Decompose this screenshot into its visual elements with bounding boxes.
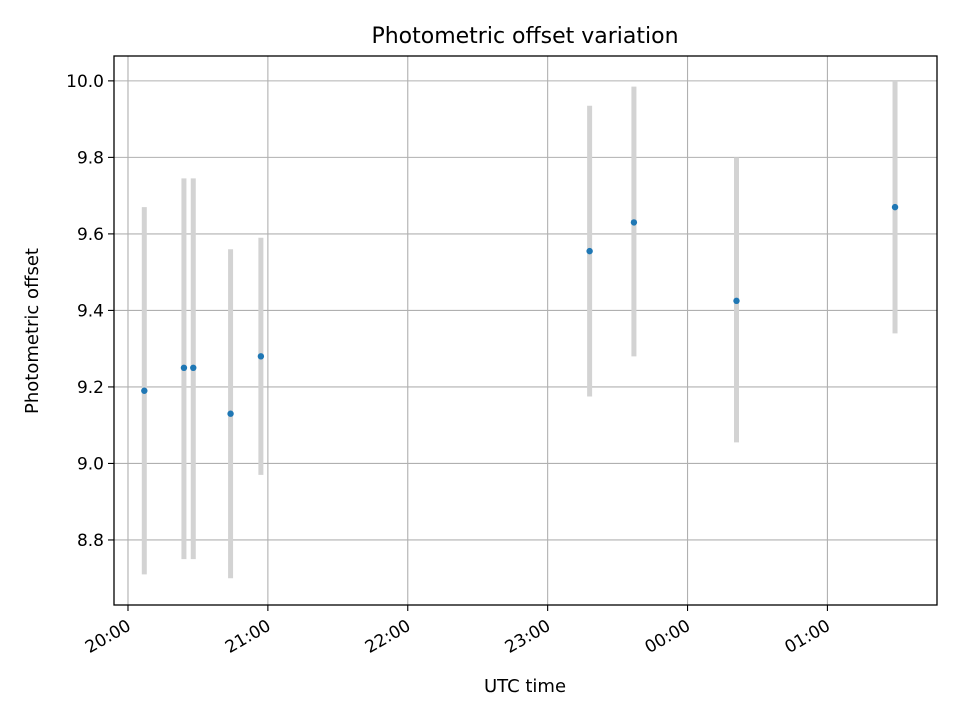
grid-lines [114, 56, 937, 605]
x-tick-label: 23:00 [502, 616, 554, 658]
x-tick-label: 00:00 [642, 616, 694, 658]
data-point [630, 219, 638, 226]
data-point [586, 247, 593, 255]
y-tick-label: 9.0 [77, 454, 104, 474]
data-point [733, 297, 740, 305]
data-point [891, 203, 899, 211]
y-tick-label: 10.0 [66, 72, 104, 92]
x-tick-label: 01:00 [781, 616, 833, 658]
plot-frame [113, 55, 938, 606]
data-point [180, 364, 188, 372]
x-axis-label: UTC time [484, 676, 566, 697]
x-tick-label: 20:00 [82, 616, 134, 658]
y-tick-label: 9.4 [77, 301, 104, 321]
axis-ticks: 20:00 21:00 22:00 23:00 00:00 01:00 8.8 9.0 9.2 9… [66, 72, 834, 658]
y-tick-label: 9.6 [77, 225, 104, 245]
x-tick-label: 21:00 [222, 616, 274, 658]
data-point [257, 353, 265, 360]
data-points [141, 203, 899, 417]
y-tick-label: 8.8 [77, 531, 104, 551]
x-tick-label: 22:00 [362, 616, 414, 658]
chart-title: Photometric offset variation [371, 24, 678, 49]
data-point [190, 364, 197, 372]
data-point [141, 387, 148, 394]
data-point [227, 410, 234, 417]
y-tick-label: 9.2 [77, 378, 104, 398]
y-axis-label: Photometric offset [22, 248, 43, 414]
y-tick-label: 9.8 [77, 148, 104, 168]
error-bars [141, 80, 898, 579]
